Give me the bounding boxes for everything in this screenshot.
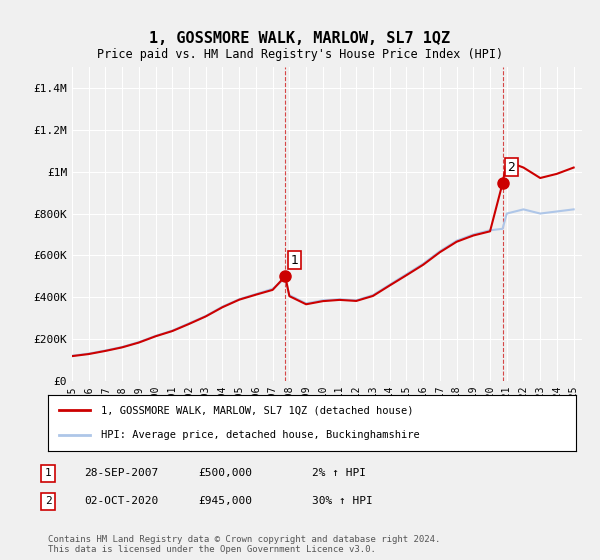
Text: 2: 2 bbox=[44, 496, 52, 506]
Text: 1, GOSSMORE WALK, MARLOW, SL7 1QZ (detached house): 1, GOSSMORE WALK, MARLOW, SL7 1QZ (detac… bbox=[101, 405, 413, 416]
Text: 1: 1 bbox=[290, 254, 298, 267]
Text: 1: 1 bbox=[44, 468, 52, 478]
Text: £500,000: £500,000 bbox=[198, 468, 252, 478]
Text: £945,000: £945,000 bbox=[198, 496, 252, 506]
Text: 1, GOSSMORE WALK, MARLOW, SL7 1QZ: 1, GOSSMORE WALK, MARLOW, SL7 1QZ bbox=[149, 31, 451, 46]
Text: 2% ↑ HPI: 2% ↑ HPI bbox=[312, 468, 366, 478]
Text: HPI: Average price, detached house, Buckinghamshire: HPI: Average price, detached house, Buck… bbox=[101, 430, 419, 440]
Text: Contains HM Land Registry data © Crown copyright and database right 2024.
This d: Contains HM Land Registry data © Crown c… bbox=[48, 535, 440, 554]
Text: 02-OCT-2020: 02-OCT-2020 bbox=[84, 496, 158, 506]
Text: Price paid vs. HM Land Registry's House Price Index (HPI): Price paid vs. HM Land Registry's House … bbox=[97, 48, 503, 60]
Text: 28-SEP-2007: 28-SEP-2007 bbox=[84, 468, 158, 478]
Text: 2: 2 bbox=[508, 161, 515, 174]
Text: 30% ↑ HPI: 30% ↑ HPI bbox=[312, 496, 373, 506]
